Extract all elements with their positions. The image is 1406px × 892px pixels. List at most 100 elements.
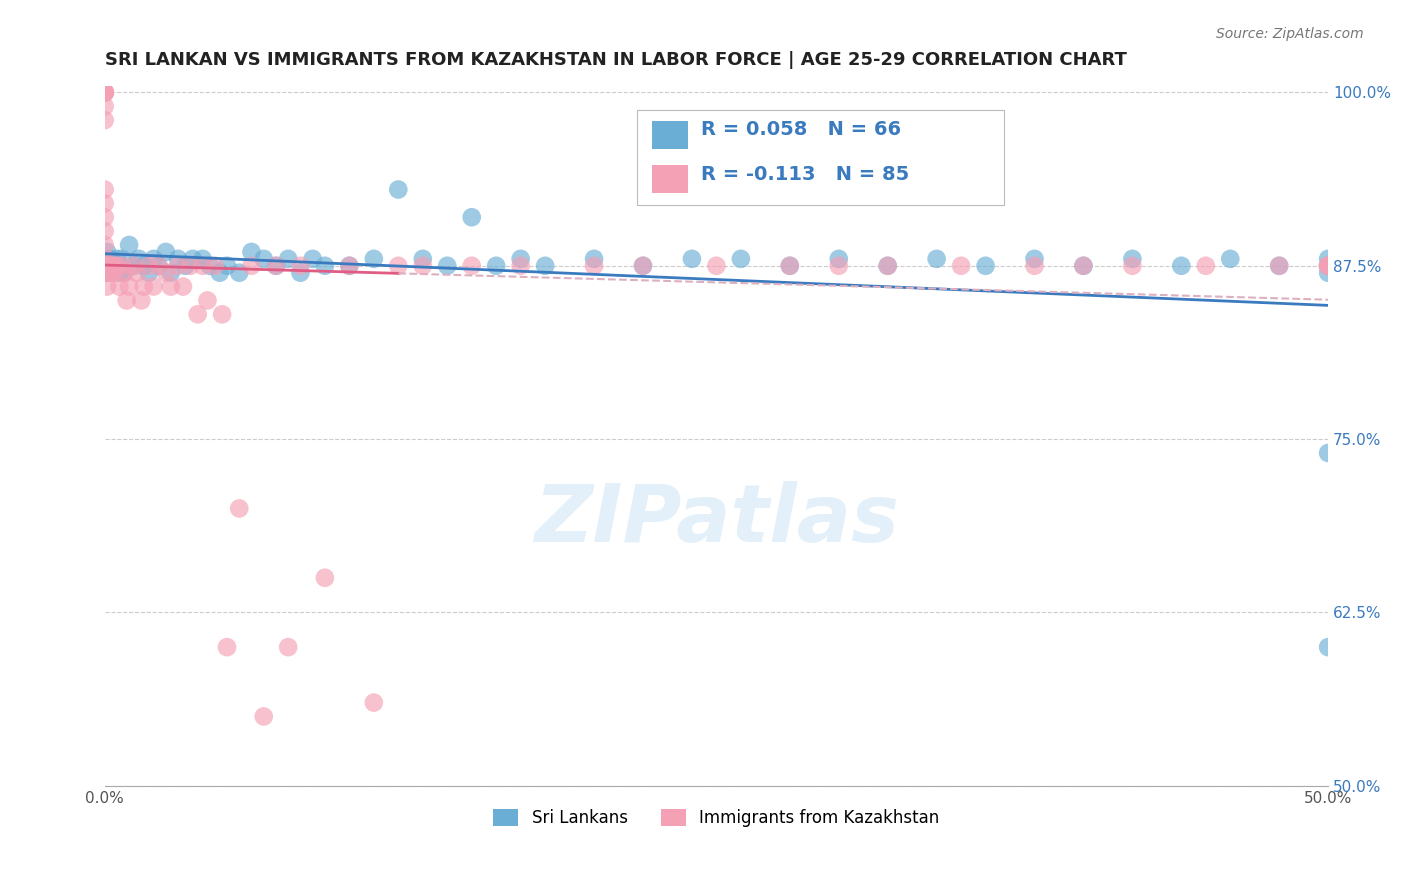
Point bbox=[93, 211, 115, 225]
Point bbox=[1195, 259, 1218, 273]
Point bbox=[172, 279, 194, 293]
Point bbox=[93, 86, 115, 100]
Point bbox=[509, 252, 531, 266]
Point bbox=[101, 259, 124, 273]
Point bbox=[1121, 259, 1143, 273]
Point bbox=[681, 252, 703, 266]
Point bbox=[1317, 252, 1340, 266]
Point bbox=[1317, 259, 1340, 273]
Point bbox=[174, 259, 197, 273]
Point bbox=[101, 259, 124, 273]
Point bbox=[138, 266, 160, 280]
Point bbox=[314, 259, 336, 273]
Point bbox=[290, 266, 312, 280]
Point bbox=[179, 259, 201, 273]
Point bbox=[1317, 259, 1340, 273]
Point bbox=[167, 252, 190, 266]
Point bbox=[337, 259, 360, 273]
Point bbox=[96, 279, 118, 293]
Point bbox=[631, 259, 654, 273]
Point bbox=[93, 86, 115, 100]
Point bbox=[1219, 252, 1241, 266]
Text: ZIPatlas: ZIPatlas bbox=[534, 481, 898, 558]
Point bbox=[1317, 259, 1340, 273]
Point bbox=[108, 279, 131, 293]
Point bbox=[1024, 252, 1046, 266]
Point bbox=[1317, 259, 1340, 273]
Point bbox=[950, 259, 973, 273]
Point bbox=[1073, 259, 1095, 273]
Point bbox=[264, 259, 287, 273]
Point bbox=[93, 259, 115, 273]
Point bbox=[215, 259, 238, 273]
Point bbox=[93, 182, 115, 196]
Point bbox=[93, 113, 115, 128]
Point bbox=[93, 86, 115, 100]
Point bbox=[93, 238, 115, 252]
Point bbox=[93, 86, 115, 100]
Point bbox=[118, 238, 141, 252]
Point bbox=[240, 259, 263, 273]
Point bbox=[461, 259, 484, 273]
Point bbox=[148, 259, 170, 273]
Point bbox=[111, 252, 134, 266]
Point bbox=[122, 259, 145, 273]
Point bbox=[631, 259, 654, 273]
Point bbox=[167, 259, 190, 273]
Point bbox=[96, 259, 118, 273]
Point bbox=[103, 259, 125, 273]
Point bbox=[387, 259, 409, 273]
Text: SRI LANKAN VS IMMIGRANTS FROM KAZAKHSTAN IN LABOR FORCE | AGE 25-29 CORRELATION : SRI LANKAN VS IMMIGRANTS FROM KAZAKHSTAN… bbox=[104, 51, 1126, 69]
Point bbox=[228, 501, 250, 516]
Point bbox=[159, 279, 181, 293]
Point bbox=[314, 571, 336, 585]
Point bbox=[828, 252, 851, 266]
Legend: Sri Lankans, Immigrants from Kazakhstan: Sri Lankans, Immigrants from Kazakhstan bbox=[486, 802, 946, 833]
Point bbox=[198, 259, 221, 273]
Point bbox=[155, 244, 177, 259]
Text: Source: ZipAtlas.com: Source: ZipAtlas.com bbox=[1216, 27, 1364, 41]
Point bbox=[98, 252, 121, 266]
Point bbox=[876, 259, 898, 273]
Point bbox=[93, 224, 115, 238]
Point bbox=[301, 252, 323, 266]
Point bbox=[204, 259, 226, 273]
Point bbox=[876, 259, 898, 273]
Point bbox=[98, 266, 121, 280]
Point bbox=[93, 259, 115, 273]
Point bbox=[461, 211, 484, 225]
Point bbox=[98, 259, 121, 273]
Point bbox=[103, 259, 125, 273]
Point bbox=[436, 259, 458, 273]
Point bbox=[132, 259, 155, 273]
Point bbox=[1121, 252, 1143, 266]
Point bbox=[1317, 259, 1340, 273]
Point bbox=[208, 266, 231, 280]
Point bbox=[191, 252, 214, 266]
Point bbox=[974, 259, 997, 273]
Point bbox=[1170, 259, 1192, 273]
Point bbox=[108, 266, 131, 280]
Point bbox=[583, 259, 606, 273]
Point bbox=[93, 196, 115, 211]
Point bbox=[1317, 640, 1340, 654]
Point bbox=[1024, 259, 1046, 273]
Point bbox=[131, 293, 153, 308]
Point bbox=[337, 259, 360, 273]
Point bbox=[101, 266, 124, 280]
Point bbox=[509, 259, 531, 273]
Point bbox=[1317, 259, 1340, 273]
Point bbox=[181, 252, 204, 266]
Point bbox=[105, 259, 128, 273]
FancyBboxPatch shape bbox=[651, 165, 689, 193]
Point bbox=[534, 259, 557, 273]
Point bbox=[197, 293, 219, 308]
Point bbox=[93, 259, 115, 273]
Point bbox=[155, 266, 177, 280]
Point bbox=[93, 99, 115, 113]
Point bbox=[1317, 266, 1340, 280]
Point bbox=[706, 259, 728, 273]
Text: R = -0.113   N = 85: R = -0.113 N = 85 bbox=[700, 165, 908, 184]
Point bbox=[125, 266, 148, 280]
Point bbox=[253, 252, 276, 266]
